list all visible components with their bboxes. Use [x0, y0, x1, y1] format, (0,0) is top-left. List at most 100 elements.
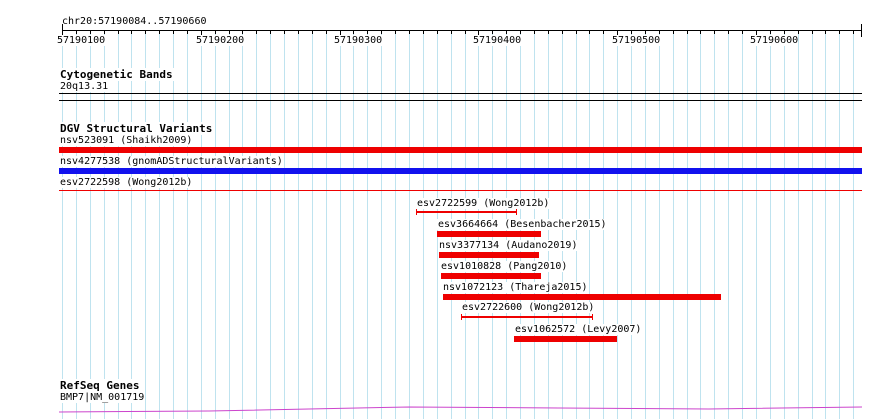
ruler-tick [645, 30, 646, 34]
ruler-tick [118, 30, 119, 34]
ruler-end-marker [861, 24, 862, 37]
variant-bar[interactable] [441, 273, 541, 279]
ruler-tick-label: 57190300 [334, 35, 383, 46]
variant-bar[interactable] [59, 168, 862, 174]
ruler-tick [603, 30, 604, 34]
ruler-tick [700, 30, 701, 34]
ruler-tick [104, 30, 105, 34]
ruler-tick [353, 30, 354, 34]
ruler-tick [812, 30, 813, 34]
gene-label: BMP7|NM_001719 [59, 392, 146, 403]
ruler-tick [229, 30, 230, 34]
feature-label: esv2722598 (Wong2012b) [59, 177, 194, 188]
feature-label: esv1062572 (Levy2007) [514, 324, 643, 335]
cytoband-line-top [59, 93, 862, 94]
ruler-tick [770, 30, 771, 34]
ruler-tick [492, 30, 493, 34]
variant-bar[interactable] [59, 147, 862, 153]
variant-bar[interactable] [437, 231, 541, 237]
ruler-tick [270, 30, 271, 34]
feature-label: nsv3377134 (Audano2019) [438, 240, 579, 251]
ruler-tick [506, 30, 507, 34]
ruler-tick [451, 30, 452, 34]
ruler-tick [173, 30, 174, 34]
ruler-tick [562, 30, 563, 34]
ruler-tick [145, 30, 146, 34]
ruler-tick-label: 57190100 [57, 35, 106, 46]
variant-bar[interactable] [461, 316, 593, 318]
ruler-tick [548, 30, 549, 34]
ruler-tick [589, 30, 590, 34]
ruler-tick [62, 30, 63, 38]
ruler-tick [159, 30, 160, 34]
variant-bar-cap [516, 209, 517, 215]
ruler-tick [659, 30, 660, 34]
ruler-axis [62, 30, 862, 31]
ruler-tick [284, 30, 285, 34]
gene-coverage-line[interactable] [59, 403, 862, 419]
ruler-tick [187, 30, 188, 34]
ruler-tick [673, 30, 674, 34]
ruler-tick-label: 57190400 [473, 35, 522, 46]
ruler-tick-label: 57190200 [196, 35, 245, 46]
ruler-tick [839, 30, 840, 34]
ruler-tick [381, 30, 382, 34]
ruler-tick [423, 30, 424, 34]
ruler-tick [312, 30, 313, 34]
ruler-tick [409, 30, 410, 34]
ruler-tick [742, 30, 743, 34]
ruler-tick [395, 30, 396, 34]
ruler-tick [90, 30, 91, 34]
ruler-tick [853, 30, 854, 34]
variant-bar[interactable] [443, 294, 721, 300]
dgv-track-title: DGV Structural Variants [59, 122, 214, 135]
ruler-tick [756, 30, 757, 38]
ruler-tick [437, 30, 438, 34]
ruler-tick [478, 30, 479, 38]
location-label: chr20:57190084..57190660 [62, 16, 207, 27]
feature-label: esv1010828 (Pang2010) [440, 261, 569, 272]
ruler-tick [728, 30, 729, 34]
ruler-tick-label: 57190500 [612, 35, 661, 46]
ruler-tick [617, 30, 618, 38]
variant-bar-cap [461, 314, 462, 320]
cytoband-line-bottom [59, 100, 862, 101]
feature-label: nsv523091 (Shaikh2009) [59, 135, 194, 146]
ruler-tick [465, 30, 466, 34]
ruler-tick [576, 30, 577, 34]
variant-bar[interactable] [59, 190, 862, 191]
ruler-tick [714, 30, 715, 34]
refseq-track-title: RefSeq Genes [59, 379, 141, 392]
ruler-tick [798, 30, 799, 34]
ruler-tick [825, 30, 826, 34]
ruler-tick [215, 30, 216, 34]
ruler-tick [298, 30, 299, 34]
ruler-tick [326, 30, 327, 34]
ruler-tick [534, 30, 535, 34]
variant-bar-cap [592, 314, 593, 320]
ruler-tick-label: 57190600 [750, 35, 799, 46]
ruler-tick [687, 30, 688, 34]
ruler-tick [367, 30, 368, 34]
variant-bar[interactable] [416, 211, 517, 213]
ruler-tick [201, 30, 202, 38]
variant-bar[interactable] [439, 252, 539, 258]
cytoband-track-title: Cytogenetic Bands [59, 68, 174, 81]
ruler-tick [631, 30, 632, 34]
cytoband-label: 20q13.31 [59, 81, 110, 92]
feature-label: esv2722599 (Wong2012b) [416, 198, 551, 209]
ruler-tick [242, 30, 243, 34]
ruler-tick [76, 30, 77, 34]
feature-label: nsv1072123 (Thareja2015) [442, 282, 589, 293]
feature-label: nsv4277538 (gnomADStructuralVariants) [59, 156, 284, 167]
variant-bar[interactable] [514, 336, 617, 342]
feature-label: esv2722600 (Wong2012b) [461, 302, 596, 313]
ruler-tick [131, 30, 132, 34]
ruler-tick [520, 30, 521, 34]
variant-bar-cap [416, 209, 417, 215]
feature-label: esv3664664 (Besenbacher2015) [437, 219, 608, 230]
ruler-tick [784, 30, 785, 34]
ruler-tick [256, 30, 257, 34]
ruler-tick [340, 30, 341, 38]
